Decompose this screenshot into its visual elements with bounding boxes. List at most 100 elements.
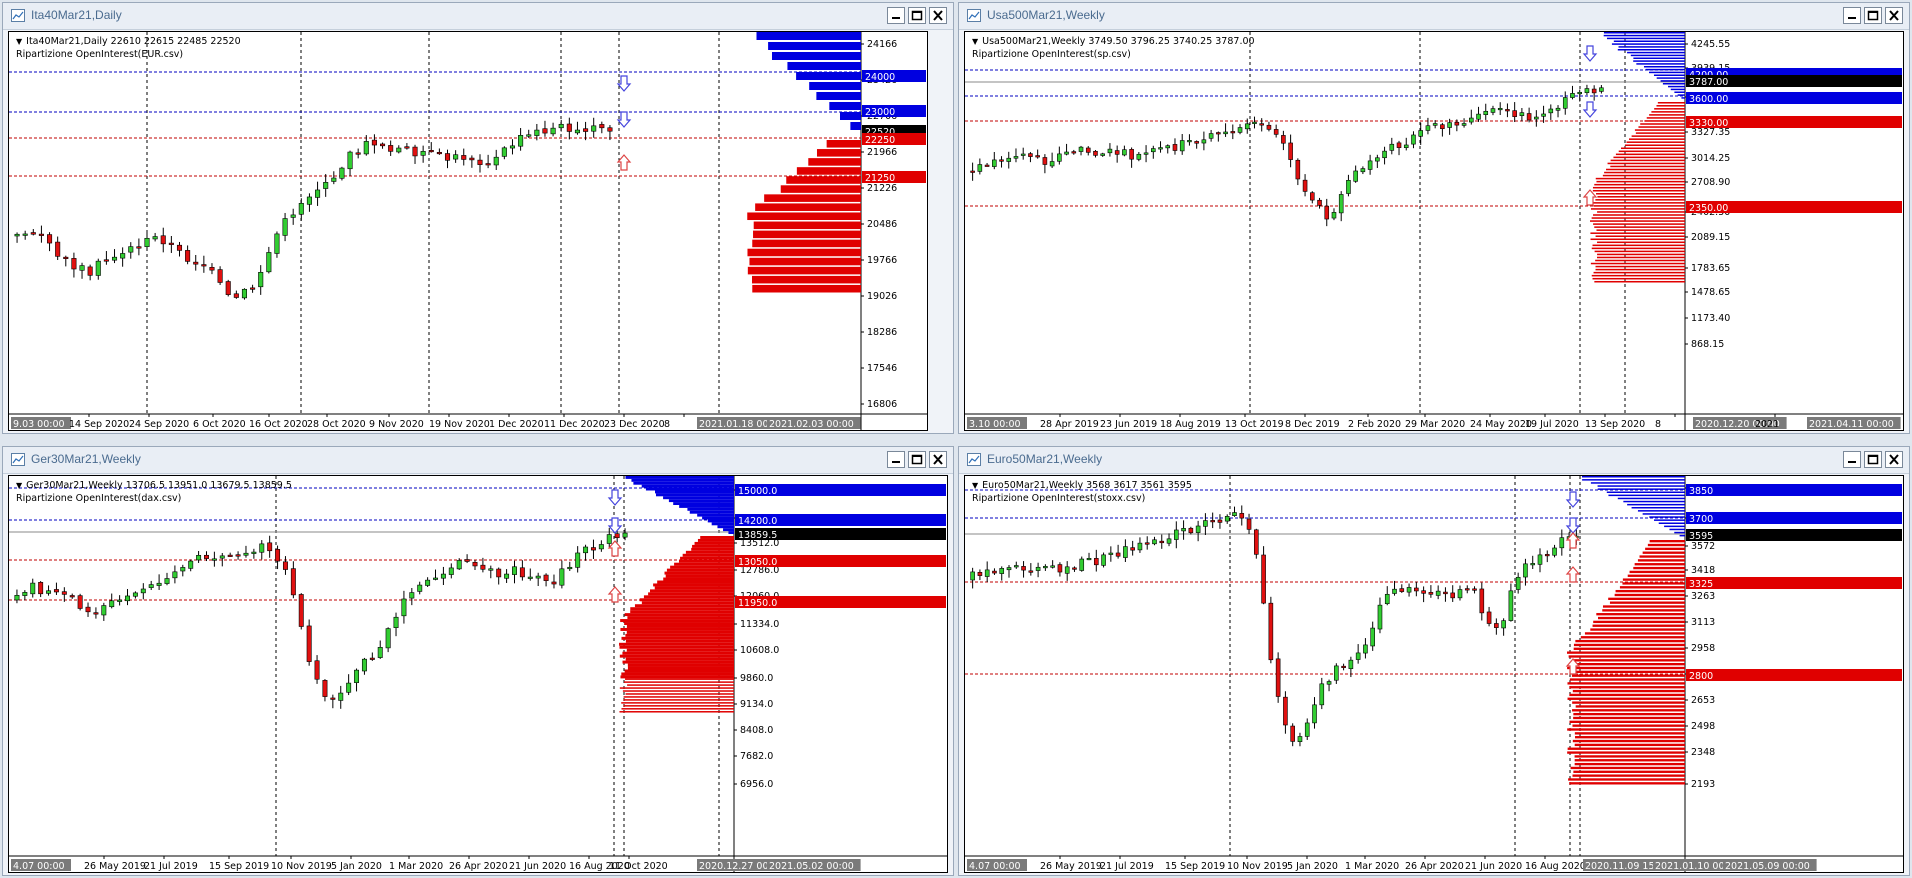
close-button[interactable] <box>929 451 947 468</box>
price-chart[interactable]: 2416623426227062196621226204861976619026… <box>9 32 928 431</box>
x-tick-label: 19 Nov 2020 <box>429 419 490 430</box>
bullish-candle <box>377 647 383 658</box>
collapse-triangle-icon[interactable]: ▼ <box>16 37 23 46</box>
price-chart[interactable]: 4245.553939.153633.753327.353014.252708.… <box>965 32 1904 431</box>
bullish-candle <box>1079 558 1085 571</box>
close-button[interactable] <box>1885 7 1903 24</box>
put-oi-bar <box>624 613 734 617</box>
bearish-candle <box>1494 623 1499 628</box>
x-tick-label: 8 <box>664 419 670 430</box>
bearish-candle <box>1275 658 1281 697</box>
chart-area[interactable]: 14964.014238.013512.012786.012060.011334… <box>8 475 948 873</box>
close-button[interactable] <box>929 7 947 24</box>
collapse-triangle-icon[interactable]: ▼ <box>16 481 23 490</box>
call-price-label: 14200.0 <box>738 516 777 527</box>
put-oi-bar <box>752 275 861 284</box>
minimize-button[interactable] <box>887 451 905 468</box>
collapse-triangle-icon[interactable]: ▼ <box>972 37 979 46</box>
price-chart[interactable]: 14964.014238.013512.012786.012060.011334… <box>9 476 948 873</box>
put-oi-bar <box>1593 214 1685 216</box>
symbol-info: ▼ Usa500Mar21,Weekly 3749.50 3796.25 3740… <box>972 36 1255 47</box>
price-chart[interactable]: 3880372635723418326331132958280326532498… <box>965 476 1904 873</box>
maximize-button[interactable] <box>1864 451 1882 468</box>
call-oi-bar <box>717 525 734 529</box>
bearish-candle <box>388 145 394 152</box>
bearish-candle <box>47 234 53 244</box>
put-oi-bar <box>1627 574 1685 577</box>
put-oi-bar <box>1567 728 1685 731</box>
y-tick-label: 7682.0 <box>740 751 773 762</box>
put-oi-bar <box>1574 759 1685 762</box>
bullish-candle <box>385 628 391 649</box>
call-oi-bar <box>702 516 734 520</box>
bearish-candle <box>464 559 470 562</box>
bearish-candle <box>1172 144 1178 151</box>
chart-window-ger30[interactable]: Ger30Mar21,Weekly 14964.014238.013512.01… <box>2 446 954 876</box>
chart-window-euro50[interactable]: Euro50Mar21,Weekly 388037263572341832633… <box>958 446 1910 876</box>
maximize-button[interactable] <box>908 7 926 24</box>
put-price-label: 11950.0 <box>738 598 777 609</box>
y-tick-label: 868.15 <box>1691 339 1724 350</box>
bullish-candle <box>46 590 52 594</box>
chart-window-usa500[interactable]: Usa500Mar21,Weekly 4245.553939.153633.75… <box>958 2 1910 434</box>
symbol-info: ▼ Ita40Mar21,Daily 22610 22615 22485 2252… <box>16 36 241 47</box>
put-oi-bar <box>764 194 861 202</box>
put-oi-bar <box>1574 762 1685 766</box>
chart-window-ita40[interactable]: Ita40Mar21,Daily 24166234262270621966212… <box>2 2 954 434</box>
bullish-candle <box>1123 546 1128 558</box>
bullish-candle <box>1476 113 1481 120</box>
put-oi-bar <box>1567 751 1685 754</box>
close-button[interactable] <box>1885 451 1903 468</box>
bullish-candle <box>512 566 517 575</box>
chart-area[interactable]: 4245.553939.153633.753327.353014.252708.… <box>964 31 1904 431</box>
put-oi-bar <box>678 559 734 563</box>
x-tick-label: 10 Nov 2019 <box>271 861 332 872</box>
put-oi-bar <box>1590 262 1685 265</box>
put-oi-bar <box>1567 666 1685 670</box>
maximize-button[interactable] <box>1864 7 1882 24</box>
put-oi-bar <box>1573 647 1685 650</box>
title-bar[interactable]: Ger30Mar21,Weekly <box>3 447 953 474</box>
bearish-candle <box>77 595 83 609</box>
put-oi-bar <box>1592 244 1685 247</box>
call-oi-bar <box>663 496 734 500</box>
window-title: Ger30Mar21,Weekly <box>31 452 141 466</box>
title-bar[interactable]: Ita40Mar21,Daily <box>3 3 953 30</box>
bullish-candle <box>241 288 247 299</box>
bullish-candle <box>1375 157 1380 162</box>
put-price-label: 22250 <box>865 135 895 146</box>
y-tick-label: 6956.0 <box>740 779 773 790</box>
put-oi-bar <box>1595 268 1685 271</box>
put-oi-bar <box>753 230 861 239</box>
bullish-candle <box>1143 152 1149 155</box>
call-oi-bar <box>631 478 734 482</box>
maximize-button[interactable] <box>908 451 926 468</box>
bullish-candle <box>120 253 126 259</box>
chart-window-icon <box>967 9 981 22</box>
bullish-candle <box>409 592 415 599</box>
put-oi-bar <box>752 239 861 248</box>
call-oi-bar <box>1603 32 1685 34</box>
title-bar[interactable]: Euro50Mar21,Weekly <box>959 447 1909 474</box>
minimize-button[interactable] <box>887 7 905 24</box>
collapse-triangle-icon[interactable]: ▼ <box>972 481 979 490</box>
bullish-candle <box>258 271 264 288</box>
bullish-candle <box>1435 590 1441 596</box>
y-tick-label: 11334.0 <box>740 619 779 630</box>
price-label-box <box>862 105 926 117</box>
call-oi-bar <box>850 122 861 130</box>
chart-area[interactable]: 3880372635723418326331132958280326532498… <box>964 475 1904 873</box>
bearish-candle <box>1093 558 1099 566</box>
call-price-label: 3600.00 <box>1689 94 1728 105</box>
minimize-button[interactable] <box>1843 451 1861 468</box>
chart-area[interactable]: 2416623426227062196621226204861976619026… <box>8 31 928 431</box>
bearish-candle <box>136 246 142 249</box>
bullish-candle <box>1355 652 1361 660</box>
minimize-button[interactable] <box>1843 7 1861 24</box>
title-bar[interactable]: Usa500Mar21,Weekly <box>959 3 1909 30</box>
bearish-candle <box>485 163 491 166</box>
ohlc-values: Euro50Mar21,Weekly 3568 3617 3561 3595 <box>982 480 1192 491</box>
bearish-candle <box>496 568 502 578</box>
bearish-candle <box>404 146 410 149</box>
bearish-candle <box>267 542 273 552</box>
